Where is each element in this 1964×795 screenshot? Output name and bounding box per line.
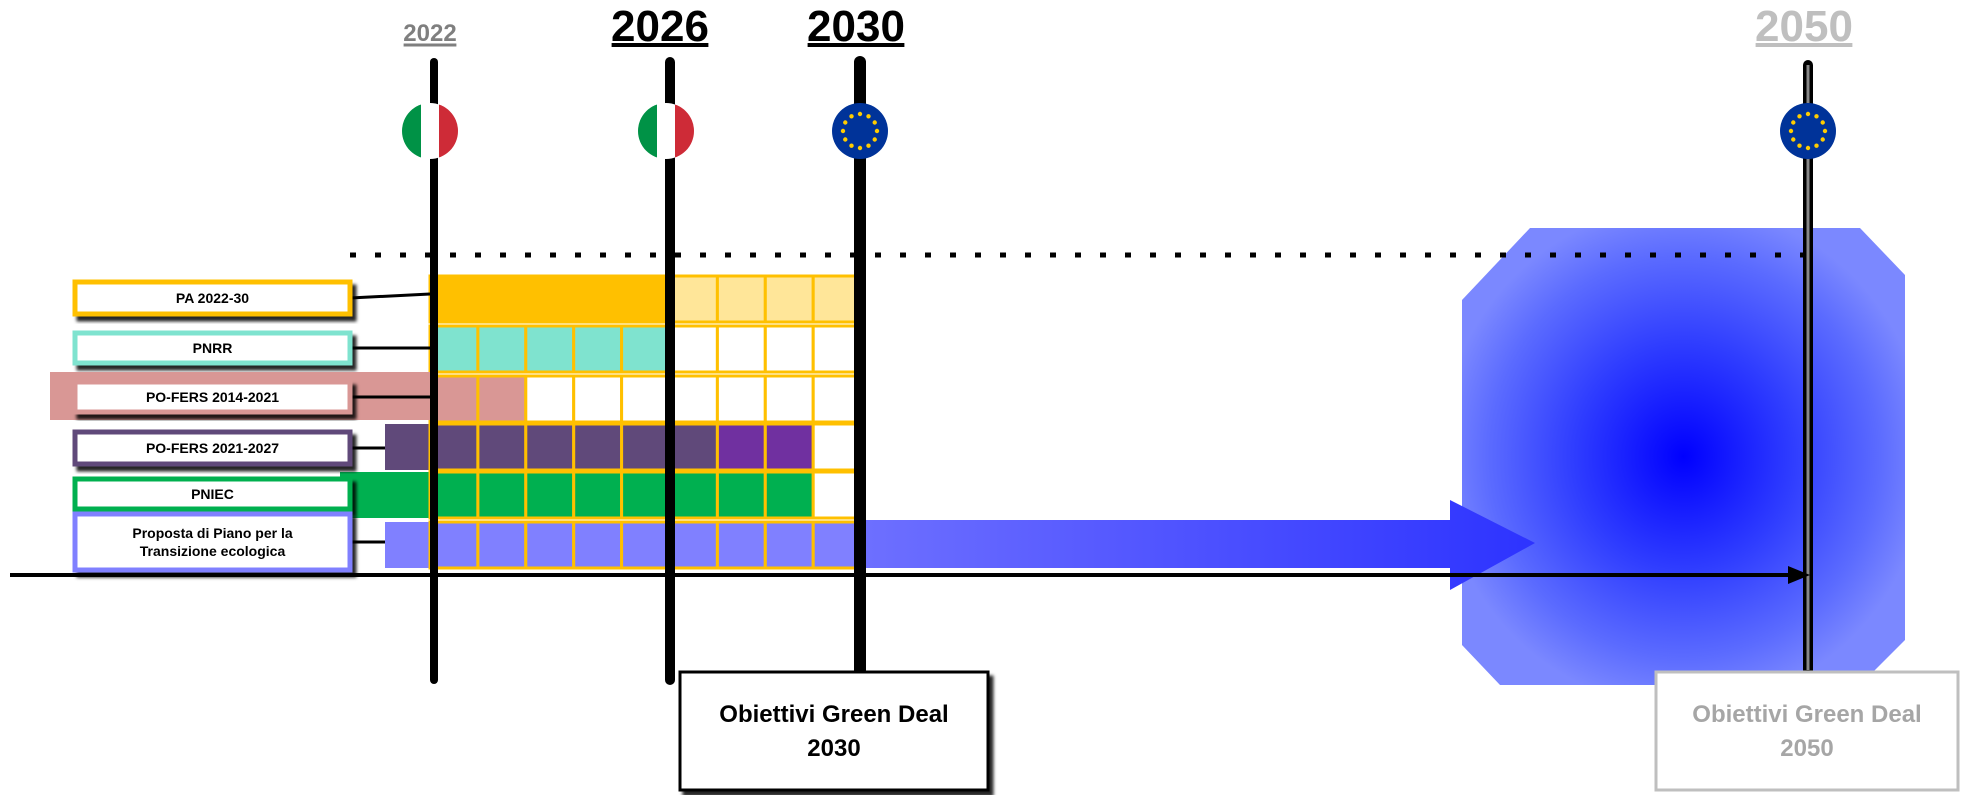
grid-cell [811,274,863,324]
program-label: PA 2022-30 [72,279,353,317]
program-label: Proposta di Piano per la Transizione ecol… [72,511,353,573]
grid-cell [763,520,815,570]
program-label-text: PNIEC [191,486,234,502]
target-box-text: Obiettivi Green Deal [1692,701,1921,728]
program-label-text: PNRR [193,340,233,356]
grid-cell [811,520,863,570]
grid-cell [668,324,719,374]
program-label-text: PO-FERS 2014-2021 [146,389,279,405]
grid-cell [620,324,671,374]
year-heading-2026: 2026 [611,2,709,51]
grid-cell [476,520,528,570]
grid-cell [476,470,528,520]
program-lead-bar [385,424,430,470]
grid-cell [811,324,863,374]
grid-cell [668,470,719,520]
program-label-text: PO-FERS 2021-2027 [146,440,279,456]
grid-cell [811,422,863,472]
target-box-text: 2050 [1780,735,1833,762]
grid-cell [811,470,863,520]
timeline-arrowhead-icon [1788,566,1810,584]
grid-cell [524,374,576,424]
grid-cell [524,324,576,374]
grid-cell [715,470,767,520]
glow-2050 [1462,228,1905,685]
grid-cell [715,324,767,374]
program-label-text: Proposta di Piano per la [132,525,292,541]
grid-cell [668,374,719,424]
program-label-text: PA 2022-30 [176,290,249,306]
grid-cell [572,324,624,374]
grid-cell [572,374,624,424]
program-label: PO-FERS 2021-2027 [72,429,353,467]
italy-flag-icon [638,103,694,159]
grid-cell [668,274,719,324]
grid-cell [524,520,576,570]
year-heading-2030: 2030 [807,2,905,51]
grid-cell [572,422,624,472]
grid-cell [476,324,528,374]
eu-flag-icon [1780,103,1836,159]
target-box-text: 2030 [807,735,860,762]
grid-cell [476,374,528,424]
target-box: Obiettivi Green Deal 2050 [1654,670,1960,792]
eu-flag-icon [832,103,888,159]
grid-cell [715,422,767,472]
grid-cell [811,374,863,424]
year-heading-2050: 2050 [1755,2,1853,51]
grid-cell [620,470,671,520]
grid-cell [620,374,671,424]
program-lead-bar [340,472,430,518]
grid-cell [763,274,815,324]
program-label: PO-FERS 2014-2021 [72,379,353,415]
grid-cell [763,422,815,472]
grid-cell [524,422,576,472]
grid-cell [620,422,671,472]
program-label: PNRR [72,330,353,366]
grid-cell [668,422,719,472]
italy-flag-icon [402,103,458,159]
program-lead-bar [385,522,430,568]
pa-bar [430,276,670,322]
grid-cell [668,520,719,570]
grid-cell [715,274,767,324]
program-label-text: Transizione ecologica [140,543,286,559]
grid-cell [572,520,624,570]
label-connector [349,292,431,300]
target-box-text: Obiettivi Green Deal [719,701,948,728]
target-box: Obiettivi Green Deal 2030 [678,670,990,792]
year-heading-2022: 2022 [403,20,456,47]
grid-cell [476,422,528,472]
grid-cell [524,470,576,520]
grid-cell [763,374,815,424]
grid-cell [715,374,767,424]
grid-cell [715,520,767,570]
grid-cell [572,470,624,520]
arrow-to-2050 [858,500,1535,590]
grid-cell [763,470,815,520]
grid-cell [763,324,815,374]
grid-cell [620,520,671,570]
program-label: PNIEC [72,476,353,512]
